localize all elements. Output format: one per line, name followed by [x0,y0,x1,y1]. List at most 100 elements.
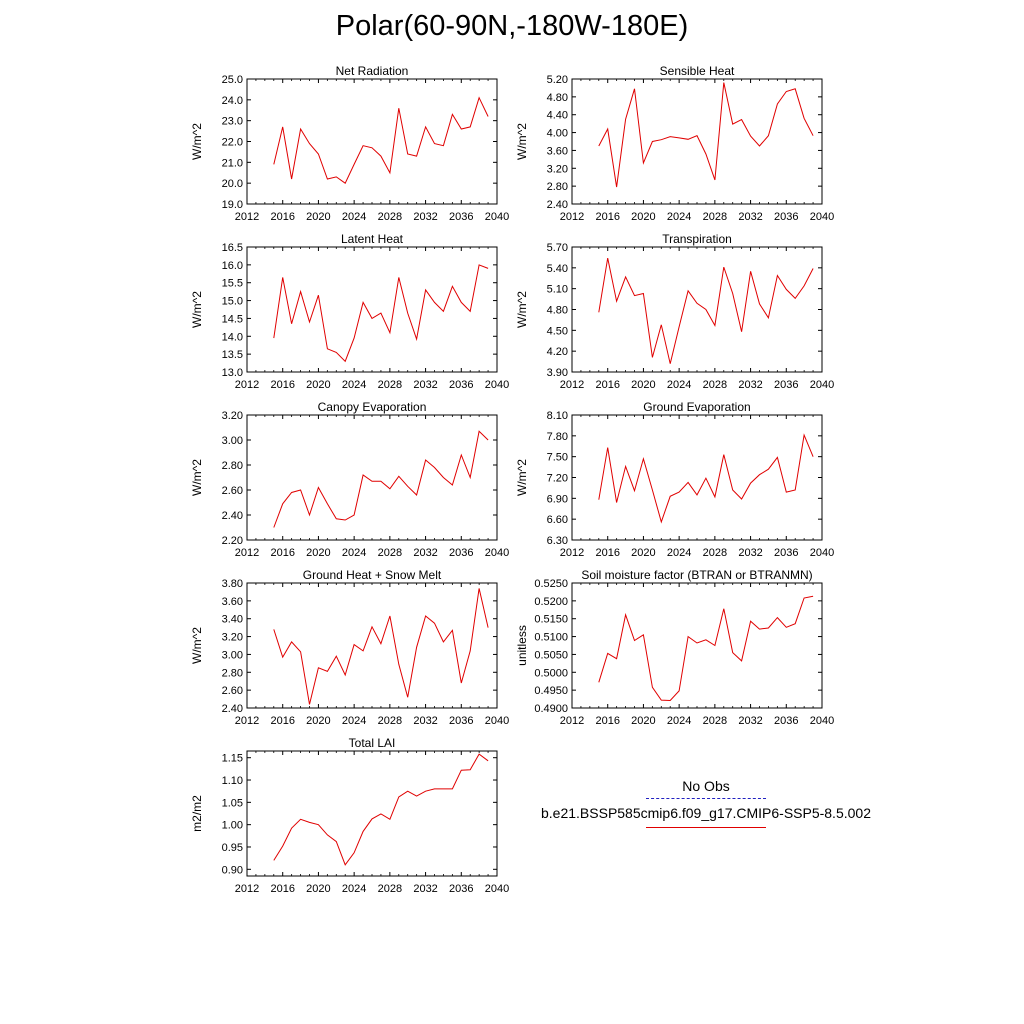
series-line-0 [598,433,814,524]
y-tick-label: 5.40 [547,263,568,275]
y-axis-label: W/m^2 [190,459,204,496]
series-line-0 [273,588,489,705]
y-tick-label: 3.40 [222,614,243,626]
y-tick-label: 4.80 [547,92,568,104]
series-line-0 [598,257,814,364]
panel-title: Latent Heat [341,232,404,246]
y-axis-label: W/m^2 [190,123,204,160]
y-tick-label: 3.20 [222,410,243,422]
x-tick-label: 2016 [270,883,294,895]
x-tick-label: 2036 [449,379,473,391]
x-tick-label: 2020 [306,715,330,727]
y-tick-label: 2.40 [222,510,243,522]
y-tick-label: 15.5 [222,278,243,290]
y-tick-label: 6.30 [547,535,568,547]
panel-7: 2012 2016 2020 2024 2028 2032 2036 2040 0.4900 0.… [515,568,834,727]
y-tick-label: 0.5100 [534,632,568,644]
y-tick-label: 3.60 [547,145,568,157]
x-tick-label: 2020 [306,379,330,391]
x-tick-label: 2016 [595,547,619,559]
x-tick-label: 2012 [235,379,259,391]
y-tick-label: 0.5250 [534,578,568,590]
panel-title: Ground Evaporation [643,400,750,414]
x-tick-label: 2020 [631,211,655,223]
y-tick-label: 7.20 [547,473,568,485]
x-tick-label: 2012 [235,211,259,223]
y-axis-label: W/m^2 [515,123,529,160]
x-tick-label: 2040 [485,883,509,895]
panel-3: 2012 2016 2020 2024 2028 2032 2036 2040 3.90 4.20… [515,232,834,391]
panel-2: 2012 2016 2020 2024 2028 2032 2036 2040 13.0 13.5… [190,232,509,391]
y-tick-label: 6.60 [547,514,568,526]
legend-obs-label: No Obs [682,778,730,794]
y-tick-label: 0.5150 [534,614,568,626]
x-tick-label: 2024 [667,379,691,391]
y-tick-label: 2.80 [547,181,568,193]
x-tick-label: 2040 [810,211,834,223]
x-tick-label: 2024 [342,547,366,559]
y-tick-label: 2.60 [222,485,243,497]
x-tick-label: 2012 [560,715,584,727]
x-tick-label: 2040 [485,547,509,559]
x-tick-label: 2036 [449,883,473,895]
legend-model-line [646,827,766,828]
y-tick-label: 5.70 [547,242,568,254]
x-tick-label: 2024 [342,883,366,895]
x-tick-label: 2032 [413,883,437,895]
x-tick-label: 2028 [378,547,402,559]
x-tick-label: 2016 [595,211,619,223]
y-tick-label: 20.0 [222,178,243,190]
panel-title: Transpiration [662,232,732,246]
y-tick-label: 21.0 [222,157,243,169]
y-tick-label: 3.80 [222,578,243,590]
x-tick-label: 2028 [703,715,727,727]
y-tick-label: 19.0 [222,199,243,211]
y-tick-label: 3.00 [222,435,243,447]
x-tick-label: 2036 [774,211,798,223]
plot-frame [246,246,498,373]
series-line-0 [598,595,814,702]
y-tick-label: 14.0 [222,331,243,343]
x-tick-label: 2028 [703,547,727,559]
x-tick-label: 2016 [595,715,619,727]
x-tick-label: 2024 [342,715,366,727]
x-tick-label: 2028 [378,379,402,391]
series-line-0 [598,82,814,188]
y-tick-label: 4.40 [547,110,568,122]
y-tick-label: 22.0 [222,137,243,149]
y-tick-label: 2.60 [222,685,243,697]
x-tick-label: 2032 [738,379,762,391]
panel-5: 2012 2016 2020 2024 2028 2032 2036 2040 6.30 6.60… [515,400,834,559]
x-tick-label: 2032 [738,211,762,223]
x-tick-label: 2036 [449,715,473,727]
y-tick-label: 3.90 [547,367,568,379]
series-line-0 [273,753,489,866]
legend-model-label: b.e21.BSSP585cmip6.f09_g17.CMIP6-SSP5-8.… [541,805,871,821]
y-tick-label: 4.50 [547,325,568,337]
y-tick-label: 4.00 [547,128,568,140]
y-axis-label: unitless [515,625,529,666]
x-tick-label: 2028 [378,883,402,895]
y-tick-label: 2.80 [222,460,243,472]
y-tick-label: 0.4950 [534,685,568,697]
panel-title: Total LAI [349,736,396,750]
x-tick-label: 2028 [703,379,727,391]
x-tick-label: 2032 [413,379,437,391]
x-tick-label: 2040 [810,715,834,727]
y-axis-label: m2/m2 [190,795,204,832]
y-tick-label: 2.20 [222,535,243,547]
plot-frame [246,414,498,541]
x-tick-label: 2020 [631,547,655,559]
x-tick-label: 2020 [631,379,655,391]
y-tick-label: 0.4900 [534,703,568,715]
plot-frame [246,78,498,205]
y-tick-label: 2.40 [547,199,568,211]
x-tick-label: 2024 [667,547,691,559]
y-axis-label: W/m^2 [190,291,204,328]
x-tick-label: 2036 [449,211,473,223]
y-tick-label: 3.60 [222,596,243,608]
y-tick-label: 7.80 [547,431,568,443]
y-tick-label: 16.0 [222,260,243,272]
x-tick-label: 2020 [306,883,330,895]
